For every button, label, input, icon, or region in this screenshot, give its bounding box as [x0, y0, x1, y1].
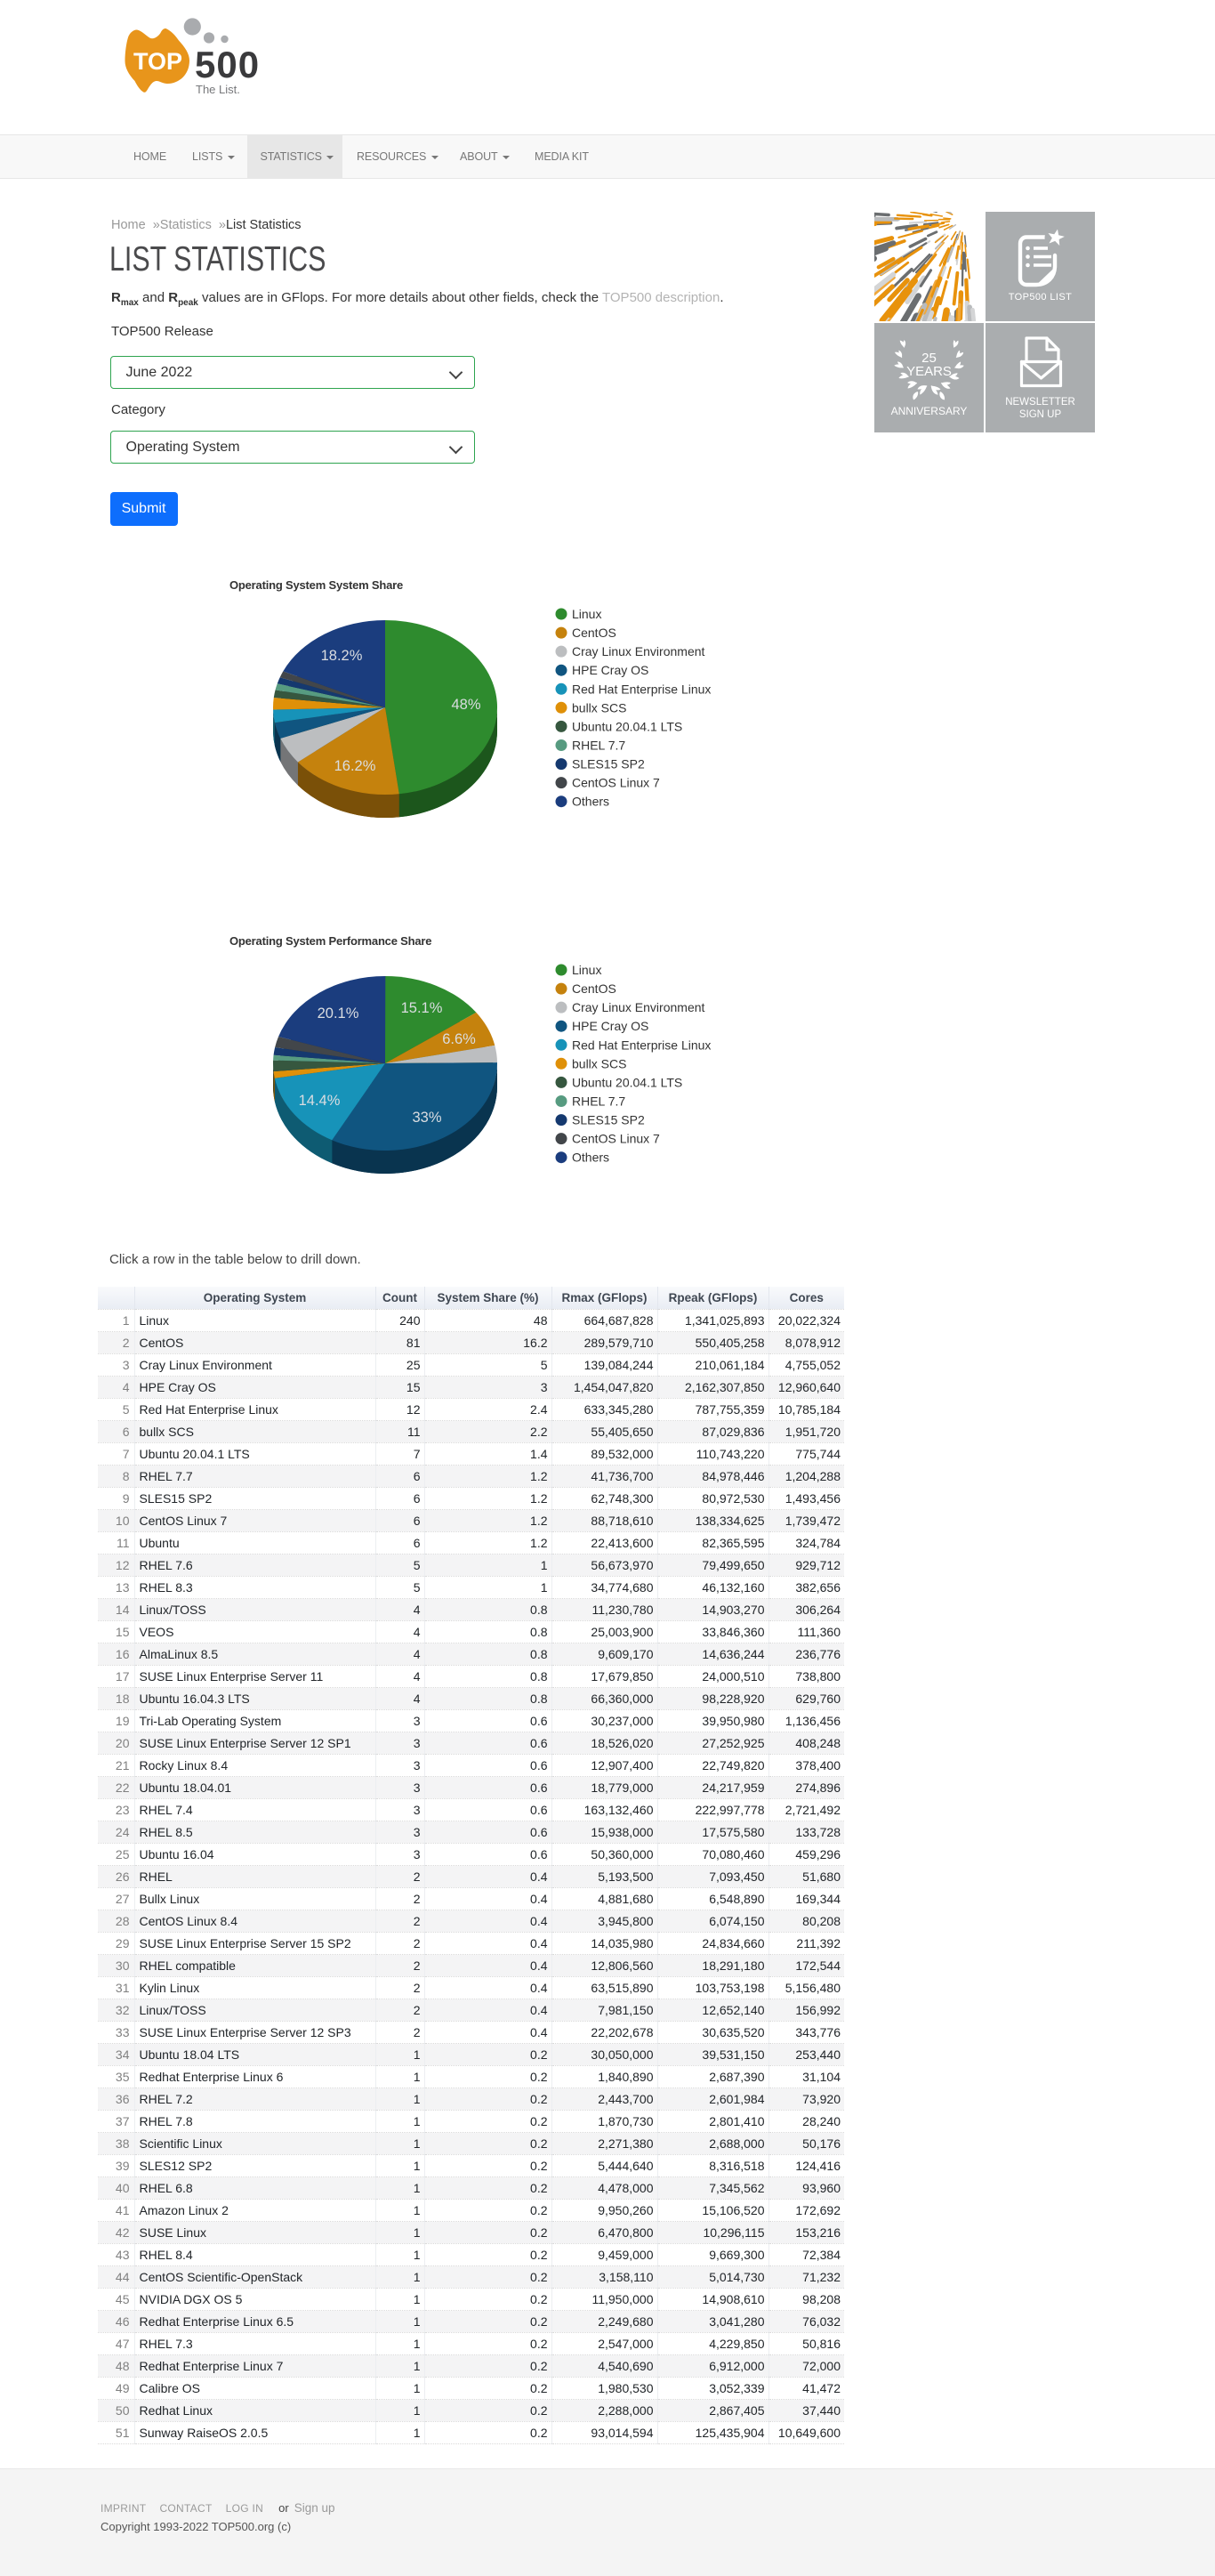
svg-text:bullx SCS: bullx SCS — [572, 700, 626, 715]
svg-text:Others: Others — [572, 795, 609, 809]
svg-text:TOP: TOP — [133, 48, 182, 75]
svg-text:Red Hat Enterprise Linux: Red Hat Enterprise Linux — [572, 682, 711, 696]
svg-text:14.4%: 14.4% — [299, 1093, 341, 1109]
svg-text:Cray Linux Environment: Cray Linux Environment — [572, 1000, 705, 1014]
svg-text:Operating System Performance S: Operating System Performance Share — [229, 934, 431, 948]
svg-text:20.1%: 20.1% — [318, 1005, 359, 1022]
svg-text:HPE Cray OS: HPE Cray OS — [572, 663, 648, 677]
svg-text:Linux: Linux — [572, 963, 601, 977]
svg-text:48%: 48% — [451, 697, 480, 713]
svg-text:33%: 33% — [412, 1110, 441, 1126]
svg-text:CentOS Linux 7: CentOS Linux 7 — [572, 1132, 660, 1146]
svg-text:RHEL 7.7: RHEL 7.7 — [572, 739, 625, 753]
svg-text:HPE Cray OS: HPE Cray OS — [572, 1019, 648, 1033]
svg-text:CentOS: CentOS — [572, 626, 616, 640]
svg-text:RHEL 7.7: RHEL 7.7 — [572, 1094, 625, 1109]
svg-text:500: 500 — [195, 44, 260, 85]
svg-text:16.2%: 16.2% — [334, 758, 376, 774]
svg-text:Ubuntu 20.04.1 LTS: Ubuntu 20.04.1 LTS — [572, 1075, 682, 1089]
svg-text:18.2%: 18.2% — [321, 648, 363, 664]
svg-text:Ubuntu 20.04.1 LTS: Ubuntu 20.04.1 LTS — [572, 719, 682, 733]
svg-text:bullx SCS: bullx SCS — [572, 1056, 626, 1070]
svg-text:Cray Linux Environment: Cray Linux Environment — [572, 644, 705, 658]
svg-text:CentOS Linux 7: CentOS Linux 7 — [572, 776, 660, 790]
svg-text:The List.: The List. — [196, 83, 240, 96]
svg-text:SLES15 SP2: SLES15 SP2 — [572, 1113, 645, 1127]
svg-text:Linux: Linux — [572, 607, 601, 621]
svg-text:Others: Others — [572, 1151, 609, 1165]
svg-text:Operating System System Share: Operating System System Share — [229, 578, 403, 592]
svg-text:SLES15 SP2: SLES15 SP2 — [572, 757, 645, 771]
svg-text:Red Hat Enterprise Linux: Red Hat Enterprise Linux — [572, 1038, 711, 1052]
svg-text:6.6%: 6.6% — [442, 1031, 476, 1047]
svg-text:CentOS: CentOS — [572, 981, 616, 996]
svg-text:15.1%: 15.1% — [401, 1000, 443, 1016]
